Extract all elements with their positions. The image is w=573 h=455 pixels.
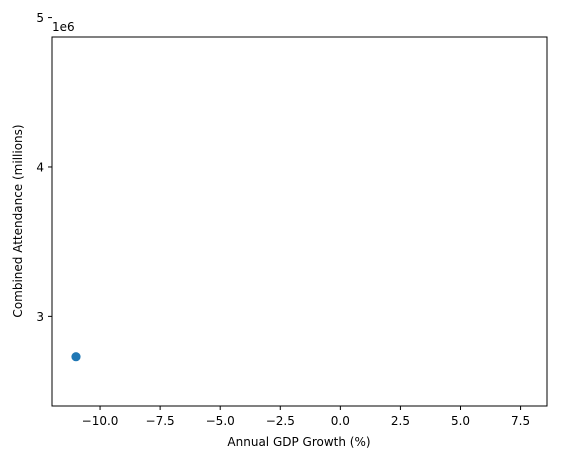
y-tick-label: 3 — [36, 310, 44, 324]
x-tick-label: −7.5 — [146, 414, 175, 428]
plot-area — [52, 37, 547, 406]
x-axis-label: Annual GDP Growth (%) — [227, 435, 370, 449]
y-axis-ticks: 345678 — [36, 11, 52, 324]
x-tick-label: −10.0 — [82, 414, 119, 428]
x-tick-label: 0.0 — [331, 414, 350, 428]
x-tick-label: 7.5 — [511, 414, 530, 428]
x-tick-label: 2.5 — [391, 414, 410, 428]
data-point-1 — [71, 352, 81, 362]
data-points — [71, 352, 81, 362]
x-tick-label: 5.0 — [451, 414, 470, 428]
y-tick-label: 4 — [36, 160, 44, 174]
y-offset-text: 1e6 — [52, 20, 75, 34]
y-axis-label: Combined Attendance (millions) — [11, 124, 25, 317]
x-tick-label: −5.0 — [206, 414, 235, 428]
plot-frame — [51, 36, 548, 407]
x-tick-label: −2.5 — [266, 414, 295, 428]
x-axis-ticks: −10.0 −7.5 −5.0 −2.5 0.0 2.5 5.0 7.5 — [82, 406, 530, 428]
y-tick-label: 5 — [36, 11, 44, 25]
